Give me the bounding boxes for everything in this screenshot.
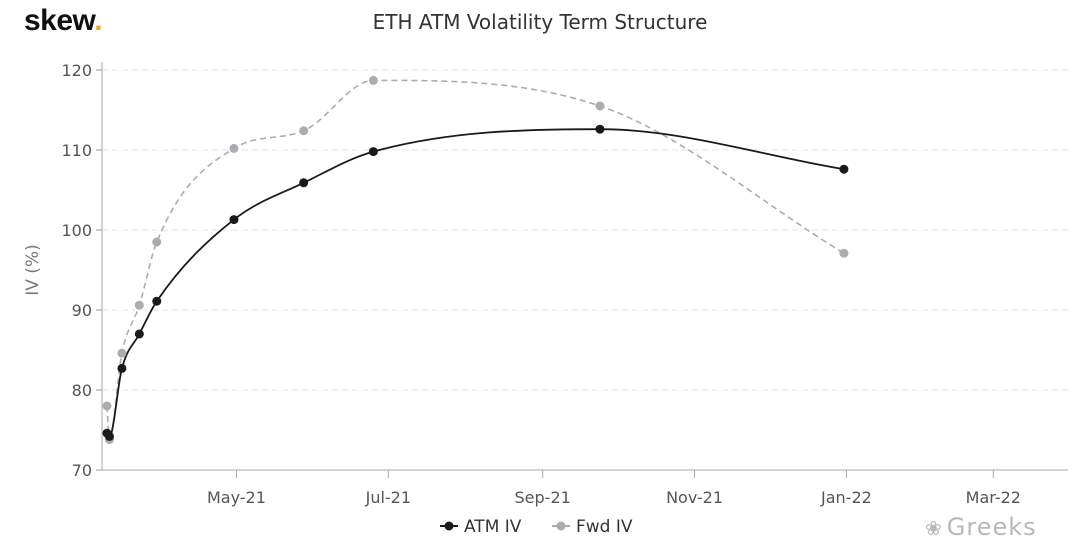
atm-iv-point xyxy=(595,124,605,134)
fwd-iv-point xyxy=(595,101,605,111)
atm-iv-point xyxy=(104,431,114,441)
grid-lines xyxy=(102,69,1068,391)
fwd-iv-point xyxy=(368,75,378,85)
wechat-icon: ❀ xyxy=(925,516,943,540)
atm-iv-point xyxy=(368,147,378,157)
skew-logo: skew. xyxy=(24,4,103,38)
y-tick-label: 110 xyxy=(61,141,92,160)
data-points xyxy=(102,75,849,445)
y-tick-label: 90 xyxy=(72,301,92,320)
y-axis-label: IV (%) xyxy=(23,244,43,295)
atm-iv-point xyxy=(839,164,849,174)
x-tick-label: Jan-22 xyxy=(820,488,872,507)
watermark-text: Greeks xyxy=(946,513,1037,541)
x-tick-label: Mar-22 xyxy=(966,488,1021,507)
atm-iv-point xyxy=(152,296,162,306)
x-tick-label: Jul-21 xyxy=(365,488,411,507)
atm-iv-point xyxy=(299,178,309,188)
fwd-iv-point xyxy=(117,348,127,358)
atm-iv-point xyxy=(134,329,144,339)
y-tick-label: 120 xyxy=(61,61,92,80)
legend-atm-iv-label: ATM IV xyxy=(464,517,522,537)
y-tick-label: 70 xyxy=(72,461,92,480)
fwd-iv-point xyxy=(102,401,112,411)
logo-text: skew xyxy=(24,4,95,37)
legend-atm-iv-swatch-dot xyxy=(444,521,454,531)
logo-dot: . xyxy=(94,4,103,37)
legend-fwd-iv-label: Fwd IV xyxy=(576,517,633,537)
x-tick-label: Sep-21 xyxy=(515,488,571,507)
legend: ATM IV Fwd IV xyxy=(440,517,633,537)
atm-iv-point xyxy=(229,215,239,225)
y-tick-label: 80 xyxy=(72,381,92,400)
fwd-iv-point xyxy=(229,143,239,153)
axes: 70 80 90 100 110 120 May-21 Jul-21 Sep-21 Nov-21 J… xyxy=(23,61,1068,507)
x-tick-label: May-21 xyxy=(207,488,266,507)
greeks-watermark: ❀ Greeks xyxy=(925,513,1037,541)
fwd-iv-point xyxy=(134,300,144,310)
y-tick-label: 100 xyxy=(61,221,92,240)
fwd-iv-point xyxy=(839,248,849,258)
series-lines xyxy=(106,79,845,441)
x-tick-label: Nov-21 xyxy=(666,488,723,507)
fwd-iv-point xyxy=(152,237,162,247)
atm-iv-point xyxy=(117,363,127,373)
legend-fwd-iv-swatch-dot xyxy=(556,521,566,531)
chart-title: ETH ATM Volatility Term Structure xyxy=(372,10,708,34)
fwd-iv-point xyxy=(299,126,309,136)
